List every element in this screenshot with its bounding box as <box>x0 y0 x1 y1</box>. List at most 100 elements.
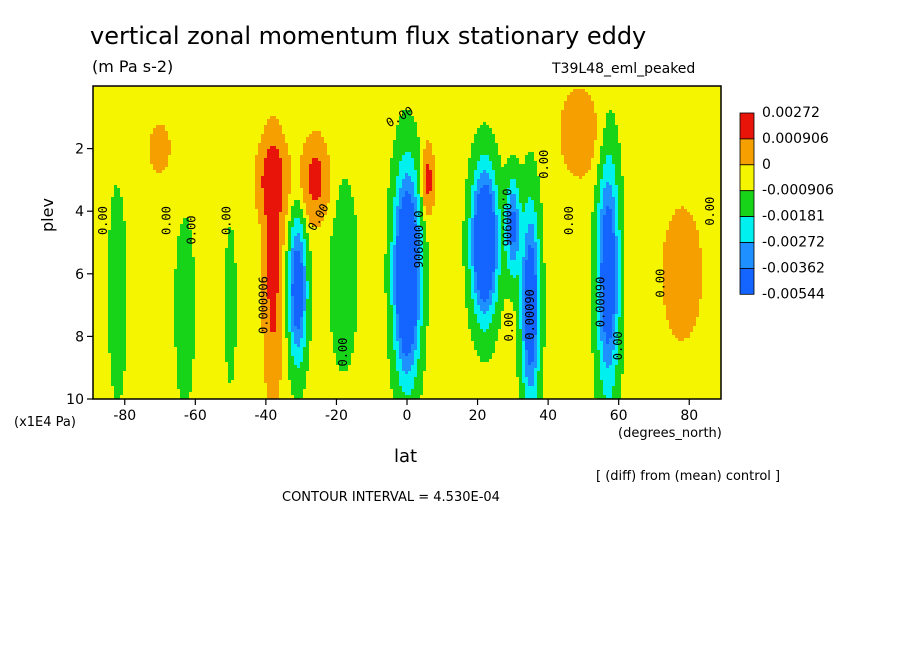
heatmap-cell <box>171 329 175 333</box>
heatmap-cell <box>105 143 109 147</box>
heatmap-cell <box>120 275 124 279</box>
heatmap-cell <box>186 386 190 390</box>
heatmap-cell <box>144 353 148 357</box>
heatmap-cell <box>147 392 151 396</box>
heatmap-cell <box>165 293 169 297</box>
heatmap-cell <box>192 359 196 363</box>
heatmap-cell <box>147 164 151 168</box>
heatmap-cell <box>96 107 100 111</box>
heatmap-cell <box>192 125 196 129</box>
heatmap-cell <box>135 167 139 171</box>
heatmap-cell <box>162 143 166 147</box>
heatmap-cell <box>219 257 223 261</box>
heatmap-cell <box>216 236 220 240</box>
heatmap-cell <box>126 254 130 258</box>
heatmap-cell <box>117 296 121 300</box>
heatmap-cell <box>207 149 211 153</box>
heatmap-cell <box>201 170 205 174</box>
heatmap-cell <box>168 347 172 351</box>
heatmap-cell <box>105 197 109 201</box>
heatmap-cell <box>144 209 148 213</box>
heatmap-cell <box>219 158 223 162</box>
heatmap-cell <box>177 191 181 195</box>
heatmap-cell <box>207 305 211 309</box>
heatmap-cell <box>210 284 214 288</box>
heatmap-cell <box>207 209 211 213</box>
heatmap-cell <box>114 281 118 285</box>
heatmap-cell <box>180 284 184 288</box>
heatmap-cell <box>123 341 127 345</box>
heatmap-cell <box>108 125 112 129</box>
heatmap-cell <box>126 200 130 204</box>
heatmap-cell <box>165 149 169 153</box>
heatmap-cell <box>198 188 202 192</box>
heatmap-cell <box>195 221 199 225</box>
heatmap-cell <box>222 329 226 333</box>
heatmap-cell <box>222 317 226 321</box>
heatmap-cell <box>222 203 226 207</box>
heatmap-cell <box>219 185 223 189</box>
heatmap-cell <box>189 350 193 354</box>
heatmap-cell <box>93 383 97 387</box>
heatmap-cell <box>180 158 184 162</box>
heatmap-cell <box>144 194 148 198</box>
heatmap-cell <box>192 197 196 201</box>
heatmap-cell <box>186 149 190 153</box>
heatmap-cell <box>99 128 103 132</box>
heatmap-cell <box>177 299 181 303</box>
heatmap-cell <box>144 278 148 282</box>
heatmap-cell <box>93 101 97 105</box>
heatmap-cell <box>174 236 178 240</box>
heatmap-cell <box>153 239 157 243</box>
heatmap-cell <box>111 368 115 372</box>
heatmap-cell <box>201 131 205 135</box>
heatmap-cell <box>123 251 127 255</box>
heatmap-cell <box>147 176 151 180</box>
heatmap-cell <box>114 155 118 159</box>
heatmap-cell <box>159 248 163 252</box>
heatmap-cell <box>129 290 133 294</box>
heatmap-cell <box>117 137 121 141</box>
heatmap-cell <box>198 110 202 114</box>
heatmap-cell <box>174 113 178 117</box>
heatmap-cell <box>216 359 220 363</box>
heatmap-cell <box>153 353 157 357</box>
heatmap-cell <box>126 158 130 162</box>
heatmap-cell <box>213 242 217 246</box>
heatmap-cell <box>225 290 229 294</box>
heatmap-cell <box>102 392 106 396</box>
heatmap-cell <box>195 227 199 231</box>
heatmap-cell <box>183 347 187 351</box>
heatmap-cell <box>129 146 133 150</box>
heatmap-cell <box>234 194 238 198</box>
heatmap-cell <box>216 389 220 393</box>
heatmap-cell <box>135 191 139 195</box>
heatmap-cell <box>153 365 157 369</box>
heatmap-cell <box>171 287 175 291</box>
heatmap-cell <box>147 98 151 102</box>
heatmap-cell <box>162 377 166 381</box>
heatmap-cell <box>156 176 160 180</box>
heatmap-cell <box>150 128 154 132</box>
heatmap-cell <box>207 155 211 159</box>
heatmap-cell <box>132 263 136 267</box>
heatmap-cell <box>153 140 157 144</box>
heatmap-cell <box>144 161 148 165</box>
heatmap-cell <box>150 155 154 159</box>
heatmap-cell <box>135 287 139 291</box>
heatmap-cell <box>216 362 220 366</box>
heatmap-cell <box>225 287 229 291</box>
heatmap-cell <box>201 332 205 336</box>
heatmap-cell <box>177 113 181 117</box>
heatmap-cell <box>102 128 106 132</box>
heatmap-cell <box>192 194 196 198</box>
heatmap-cell <box>159 347 163 351</box>
heatmap-cell <box>96 98 100 102</box>
heatmap-cell <box>105 290 109 294</box>
heatmap-cell <box>171 308 175 312</box>
heatmap-cell <box>222 89 226 93</box>
heatmap-cell <box>180 266 184 270</box>
heatmap-cell <box>138 281 142 285</box>
heatmap-cell <box>213 272 217 276</box>
heatmap-cell <box>213 116 217 120</box>
